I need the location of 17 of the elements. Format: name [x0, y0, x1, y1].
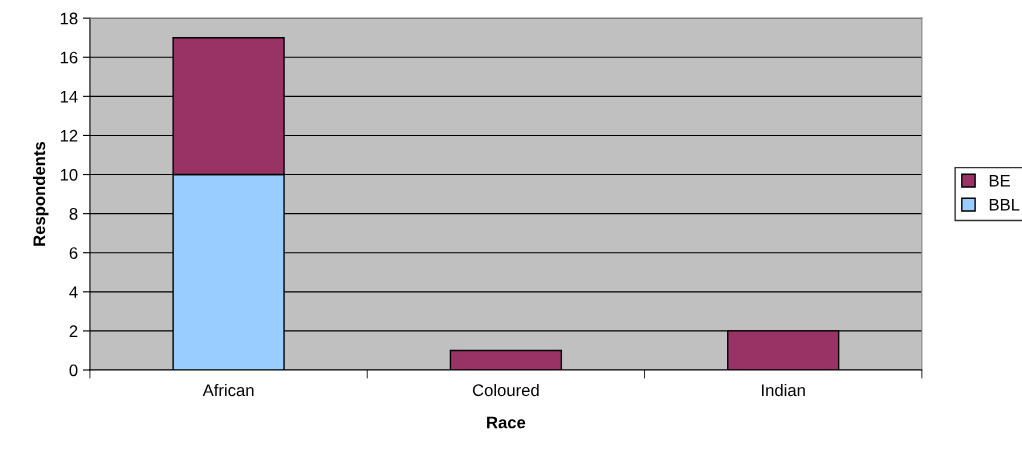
y-tick-label: 16 [60, 51, 78, 64]
y-tick-label: 6 [69, 247, 78, 259]
x-tick-label: Coloured [472, 383, 539, 397]
y-tick-label: 2 [69, 325, 78, 337]
y-tick-label: 12 [60, 129, 78, 142]
y-tick-label: 18 [60, 12, 78, 25]
x-tick-label: Indian [762, 383, 805, 397]
x-tick-label: African [202, 383, 254, 397]
y-tick-label: 4 [69, 286, 78, 298]
y-tick-label: 8 [69, 208, 78, 220]
y-axis-title: Respondents [32, 141, 49, 246]
y-tick-label: 0 [69, 364, 78, 377]
legend-label: BE [989, 174, 1010, 187]
legend-label: BBL [989, 198, 1020, 211]
y-tick-label: 14 [60, 90, 78, 103]
x-axis-title: Race [487, 416, 526, 429]
y-tick-label: 10 [60, 168, 78, 181]
